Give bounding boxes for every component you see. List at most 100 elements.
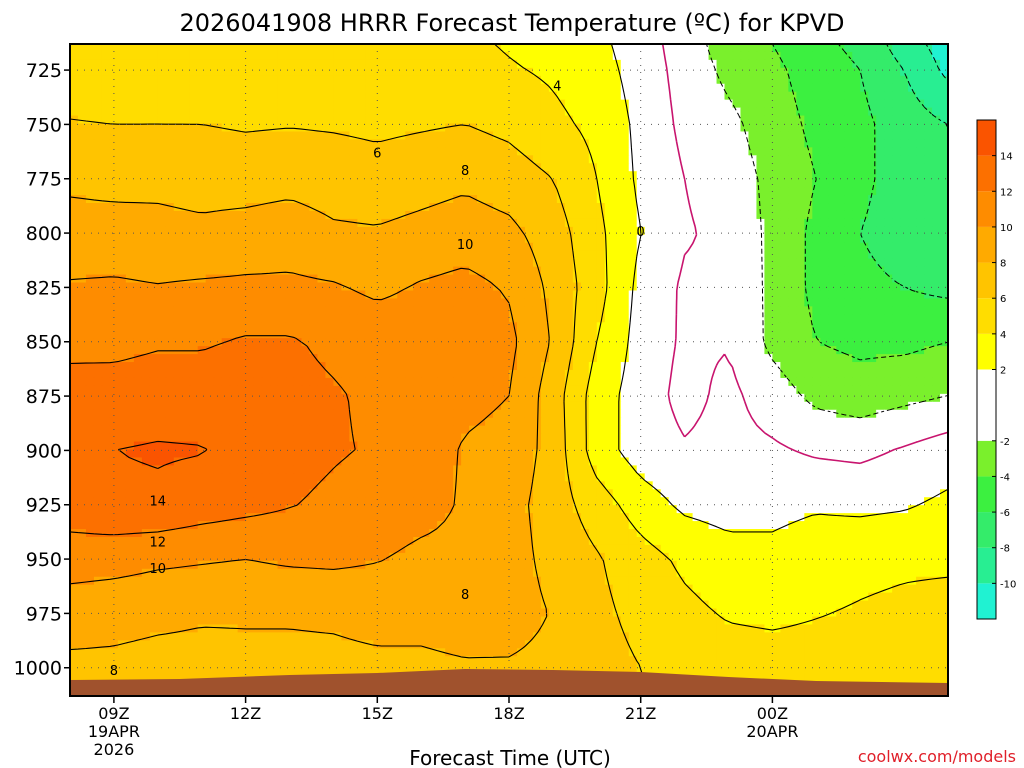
temperature-cell: [732, 83, 742, 93]
temperature-cell: [277, 195, 287, 204]
temperature-cell: [349, 226, 358, 236]
temperature-cell: [900, 203, 909, 212]
temperature-cell: [756, 147, 766, 156]
temperature-cell: [916, 385, 925, 395]
temperature-cell: [524, 377, 534, 387]
temperature-cell: [85, 155, 95, 164]
temperature-cell: [756, 203, 766, 212]
temperature-cell: [253, 338, 263, 347]
temperature-cell: [724, 187, 734, 196]
temperature-cell: [253, 290, 263, 300]
temperature-cell: [876, 258, 885, 268]
temperature-cell: [668, 171, 678, 180]
temperature-cell: [109, 290, 119, 300]
temperature-cell: [85, 377, 95, 387]
temperature-cell: [133, 377, 143, 387]
temperature-cell: [189, 67, 199, 77]
temperature-cell: [157, 338, 167, 347]
temperature-cell: [588, 346, 598, 355]
temperature-cell: [756, 314, 766, 323]
temperature-cell: [341, 139, 350, 148]
temperature-cell: [716, 75, 726, 85]
temperature-cell: [564, 91, 574, 101]
temperature-cell: [828, 99, 837, 109]
temperature-cell: [908, 187, 917, 196]
temperature-cell: [341, 330, 350, 339]
temperature-cell: [772, 195, 781, 204]
temperature-cell: [548, 83, 558, 93]
temperature-cell: [692, 99, 702, 109]
temperature-cell: [453, 218, 462, 228]
temperature-cell: [237, 370, 247, 379]
temperature-cell: [604, 44, 614, 53]
temperature-cell: [493, 266, 502, 276]
temperature-cell: [421, 59, 430, 69]
temperature-cell: [213, 338, 223, 347]
temperature-cell: [764, 91, 773, 101]
temperature-cell: [213, 266, 223, 276]
temperature-cell: [349, 67, 358, 77]
temperature-cell: [796, 242, 805, 252]
temperature-cell: [445, 51, 454, 61]
temperature-cell: [780, 115, 789, 125]
temperature-cell: [636, 354, 646, 363]
temperature-cell: [261, 346, 271, 355]
temperature-cell: [125, 131, 135, 141]
temperature-cell: [532, 330, 542, 339]
temperature-cell: [532, 338, 542, 347]
temperature-cell: [245, 195, 255, 204]
temperature-cell: [149, 226, 159, 236]
temperature-cell: [325, 187, 334, 196]
temperature-cell: [77, 44, 87, 53]
temperature-cell: [844, 44, 853, 53]
temperature-cell: [764, 234, 773, 244]
temperature-cell: [213, 75, 223, 85]
temperature-cell: [157, 370, 167, 379]
temperature-cell: [205, 59, 215, 69]
temperature-cell: [524, 234, 534, 244]
temperature-cell: [836, 298, 845, 307]
temperature-cell: [844, 258, 853, 268]
temperature-cell: [125, 306, 135, 315]
temperature-cell: [189, 377, 199, 387]
temperature-cell: [157, 210, 167, 220]
temperature-cell: [516, 123, 526, 133]
temperature-cell: [365, 91, 374, 101]
temperature-cell: [596, 75, 606, 85]
temperature-cell: [389, 298, 398, 307]
temperature-cell: [668, 330, 678, 339]
temperature-cell: [389, 306, 398, 315]
temperature-cell: [349, 99, 358, 109]
temperature-cell: [349, 107, 358, 117]
temperature-cell: [125, 75, 135, 85]
temperature-cell: [469, 314, 478, 323]
temperature-cell: [660, 147, 670, 156]
temperature-cell: [644, 210, 654, 220]
temperature-cell: [932, 298, 941, 307]
temperature-cell: [532, 131, 542, 141]
temperature-cell: [940, 354, 949, 363]
temperature-cell: [812, 346, 821, 355]
temperature-cell: [604, 210, 614, 220]
temperature-cell: [109, 155, 119, 164]
temperature-cell: [429, 266, 438, 276]
temperature-cell: [820, 322, 829, 331]
temperature-cell: [724, 393, 734, 403]
temperature-cell: [876, 322, 885, 331]
temperature-cell: [173, 250, 183, 260]
temperature-cell: [333, 107, 342, 117]
temperature-cell: [109, 226, 119, 236]
temperature-cell: [572, 314, 582, 323]
temperature-cell: [516, 385, 526, 395]
temperature-cell: [397, 250, 406, 260]
temperature-cell: [253, 75, 263, 85]
temperature-cell: [596, 242, 606, 252]
temperature-cell: [636, 99, 646, 109]
temperature-cell: [908, 282, 917, 292]
temperature-cell: [477, 242, 486, 252]
temperature-cell: [884, 258, 893, 268]
temperature-cell: [213, 91, 223, 101]
temperature-cell: [852, 123, 861, 133]
temperature-cell: [245, 91, 255, 101]
